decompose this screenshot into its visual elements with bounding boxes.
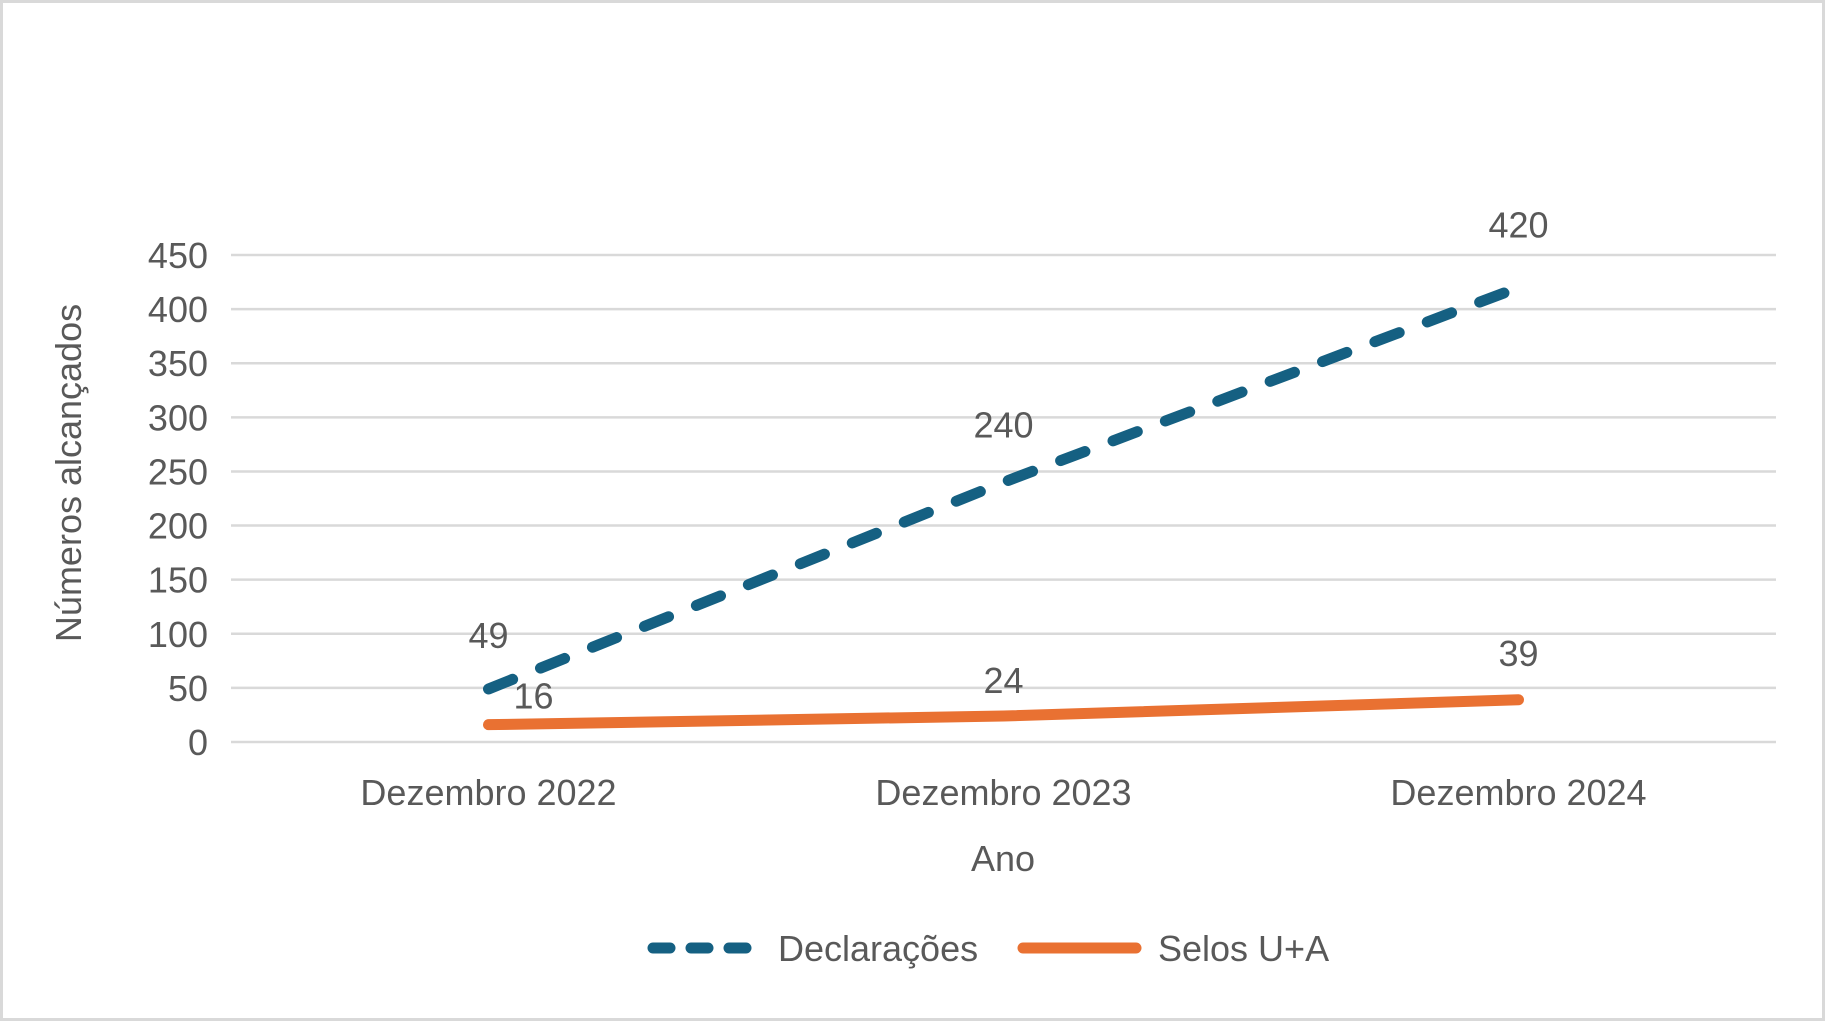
data-label: 16 (513, 676, 553, 717)
data-label: 240 (973, 404, 1033, 445)
line-chart: 0 50 100 150 200 250 300 350 400 450 49 240 420 16 24… (48, 204, 1776, 969)
y-tick-label: 100 (148, 614, 208, 655)
y-tick-label: 200 (148, 506, 208, 547)
y-tick-label: 300 (148, 397, 208, 438)
y-tick-label: 450 (148, 235, 208, 276)
y-tick-label: 150 (148, 560, 208, 601)
series-line-declaracoes (483, 281, 1524, 695)
legend-item-declaracoes: Declarações (647, 928, 978, 969)
y-axis-title: Números alcançados (48, 304, 89, 642)
data-label: 49 (468, 615, 508, 656)
x-category-label: Dezembro 2022 (360, 772, 616, 813)
series-lines-layer (483, 281, 1524, 731)
y-axis-tick-labels: 0 50 100 150 200 250 300 350 400 450 (148, 235, 208, 763)
data-label: 420 (1488, 204, 1548, 245)
y-tick-label: 250 (148, 451, 208, 492)
x-axis-title: Ano (971, 838, 1035, 879)
y-tick-label: 50 (168, 668, 208, 709)
legend: Declarações Selos U+A (647, 928, 1329, 969)
y-tick-label: 0 (188, 722, 208, 763)
legend-label-selos: Selos U+A (1158, 928, 1329, 969)
x-category-label: Dezembro 2024 (1390, 772, 1646, 813)
x-category-label: Dezembro 2023 (875, 772, 1131, 813)
y-tick-label: 400 (148, 289, 208, 330)
series-line-selos (483, 694, 1524, 731)
legend-item-selos: Selos U+A (1017, 928, 1329, 969)
data-labels-layer: 49 240 420 16 24 39 (468, 204, 1548, 716)
y-tick-label: 350 (148, 343, 208, 384)
x-axis-category-labels: Dezembro 2022 Dezembro 2023 Dezembro 2024 (360, 772, 1646, 813)
data-label: 39 (1498, 633, 1538, 674)
legend-label-declaracoes: Declarações (778, 928, 978, 969)
data-label: 24 (983, 660, 1023, 701)
